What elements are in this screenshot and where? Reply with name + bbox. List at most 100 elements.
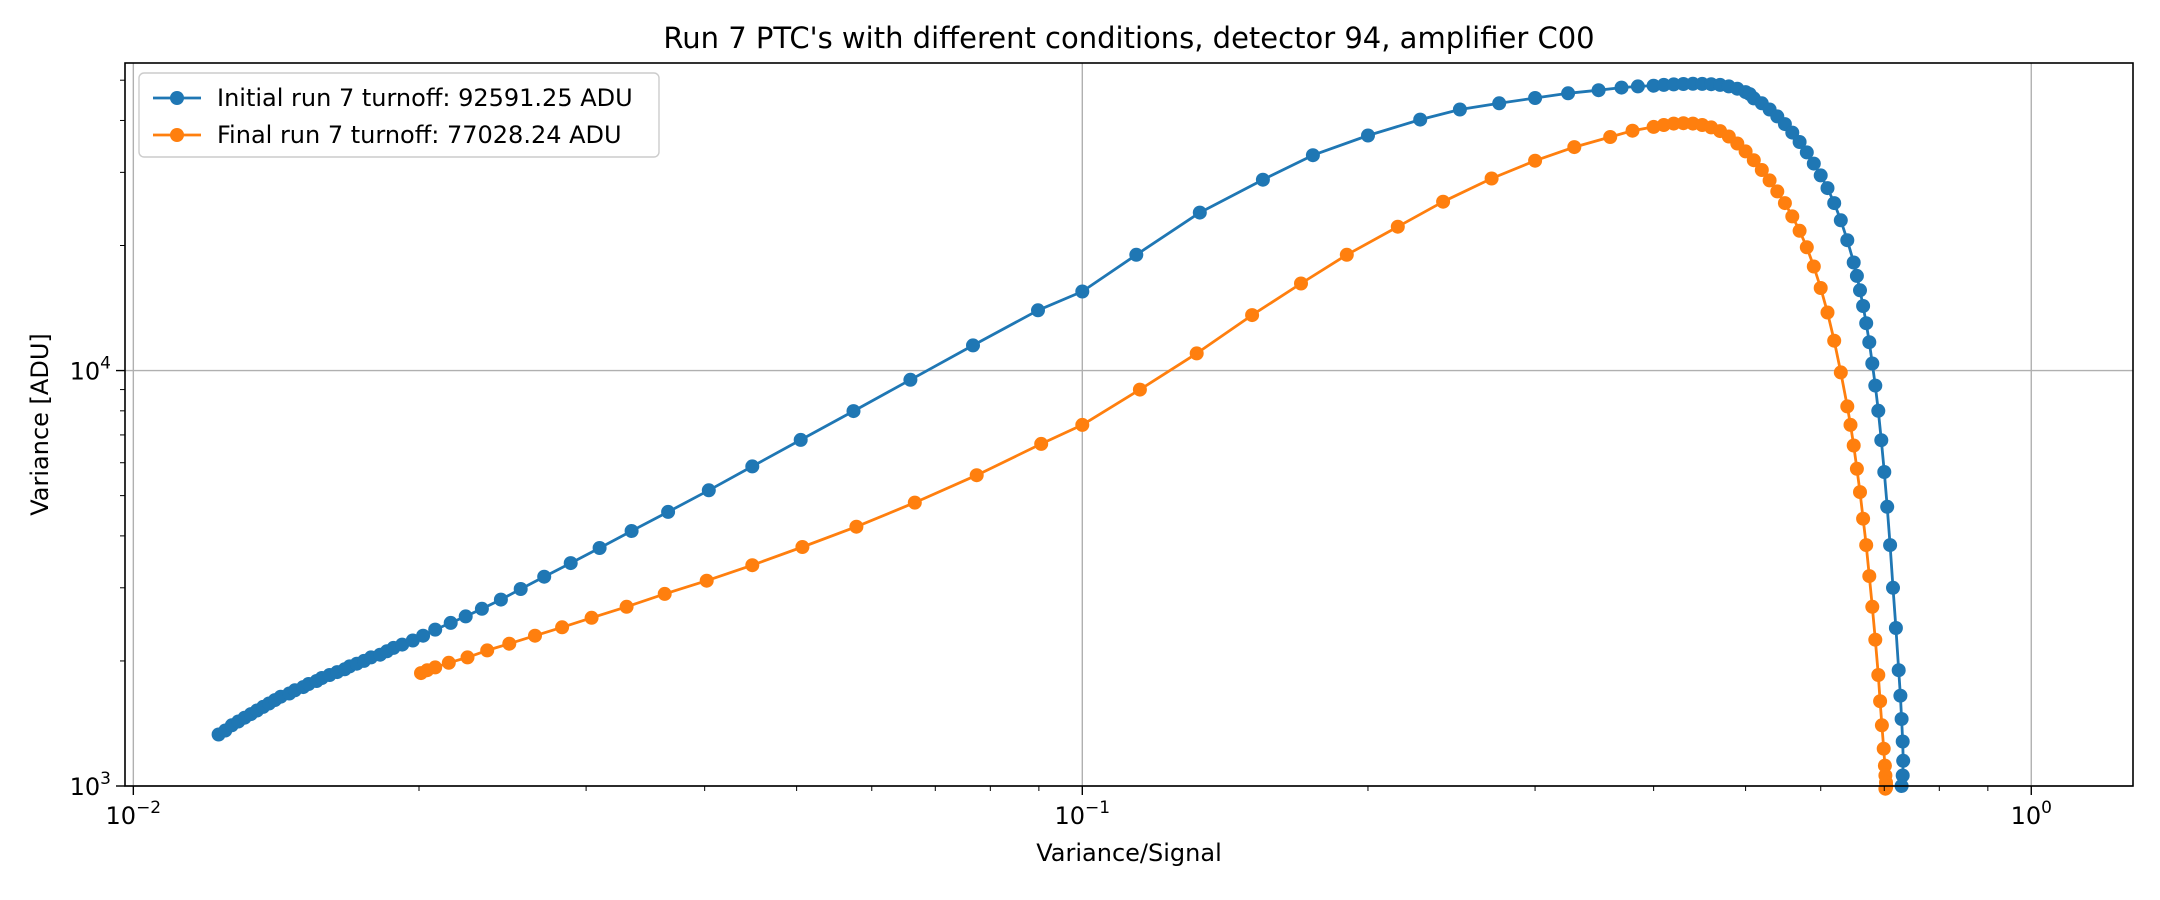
data-point	[849, 519, 864, 534]
data-point	[903, 372, 918, 387]
data-point	[1294, 276, 1308, 291]
data-point	[1895, 768, 1910, 783]
data-point	[1567, 140, 1582, 155]
data-point	[1813, 281, 1828, 295]
data-point	[1891, 663, 1906, 678]
data-point	[1856, 299, 1871, 313]
data-point	[395, 637, 410, 652]
data-point	[1883, 538, 1898, 553]
series-area	[211, 76, 1911, 796]
data-point	[1862, 335, 1877, 350]
data-point	[1792, 135, 1807, 149]
data-point	[460, 650, 475, 665]
data-point	[1840, 233, 1855, 248]
data-point	[1880, 499, 1895, 514]
legend-label-1: Final run 7 turnoff: 77028.24 ADU	[217, 121, 622, 149]
data-point	[1792, 223, 1807, 238]
data-point	[1876, 741, 1891, 756]
data-point	[480, 643, 495, 658]
data-point	[1762, 173, 1777, 188]
data-point	[1075, 417, 1090, 432]
data-point	[528, 628, 542, 643]
data-point	[1484, 171, 1499, 186]
data-point	[1245, 308, 1260, 323]
y-tick-label: 104	[70, 354, 111, 386]
data-point	[1859, 538, 1874, 553]
data-point	[1754, 163, 1769, 177]
data-point	[1878, 781, 1893, 796]
data-point	[701, 483, 716, 498]
data-point	[1656, 77, 1671, 92]
data-point	[1896, 753, 1911, 768]
data-point	[592, 541, 607, 555]
legend-marker-1	[170, 128, 184, 142]
data-point	[1806, 259, 1821, 274]
data-point	[1799, 145, 1814, 160]
data-point	[502, 636, 517, 651]
data-point	[699, 573, 714, 588]
data-point	[1871, 668, 1886, 682]
data-point	[1785, 125, 1800, 140]
data-point	[1770, 184, 1785, 199]
data-point	[1874, 433, 1889, 448]
data-point	[441, 655, 456, 670]
data-point	[1603, 130, 1618, 144]
data-point	[1528, 91, 1543, 105]
data-point	[1868, 378, 1883, 393]
chart-title: Run 7 PTC's with different conditions, d…	[663, 21, 1594, 55]
data-point	[1871, 403, 1886, 418]
data-point	[1031, 303, 1045, 318]
data-point	[1895, 734, 1910, 749]
data-point	[907, 495, 922, 510]
data-point	[1849, 461, 1864, 476]
data-point	[793, 432, 808, 447]
data-point	[1853, 485, 1867, 500]
data-point	[745, 459, 760, 474]
data-point	[1361, 128, 1375, 143]
data-point	[1877, 465, 1892, 479]
data-point	[1833, 213, 1848, 228]
data-point	[1849, 268, 1864, 283]
data-point	[1862, 569, 1877, 584]
data-point	[537, 569, 552, 584]
data-point	[1873, 694, 1888, 709]
data-point	[1738, 144, 1753, 159]
y-axis-label: Variance [ADU]	[26, 333, 54, 516]
axis-ticks: 10−2 10−1 100 103 104	[70, 79, 2052, 830]
data-point	[474, 601, 489, 616]
data-point	[1874, 718, 1889, 733]
data-point	[1034, 436, 1049, 451]
x-tick-label: 10−2	[106, 798, 162, 830]
x-tick-label: 10−1	[1054, 798, 1110, 830]
data-point	[1075, 284, 1090, 299]
data-point	[1894, 712, 1909, 726]
data-point	[1305, 148, 1320, 163]
data-point	[1591, 83, 1606, 98]
y-tick-label: 103	[70, 769, 111, 801]
data-point	[1813, 168, 1828, 183]
data-point	[1840, 399, 1855, 414]
data-point	[1859, 316, 1874, 331]
data-point	[745, 558, 760, 573]
data-point	[1833, 365, 1848, 380]
data-point	[1189, 346, 1204, 361]
data-point	[1799, 240, 1814, 255]
data-point	[1452, 102, 1467, 117]
data-point	[458, 609, 473, 624]
data-point	[1846, 255, 1861, 270]
data-point	[1886, 580, 1900, 595]
data-point	[1390, 219, 1405, 234]
data-point	[1846, 438, 1861, 453]
data-point	[416, 628, 431, 643]
data-point	[624, 524, 639, 538]
data-point	[1865, 599, 1880, 614]
data-point	[1806, 156, 1821, 171]
data-point	[969, 468, 984, 483]
data-point	[1630, 79, 1645, 94]
data-point	[1646, 78, 1661, 93]
data-point	[513, 582, 528, 596]
data-point	[657, 586, 672, 601]
data-point	[1868, 632, 1883, 647]
x-axis-label: Variance/Signal	[1036, 839, 1221, 867]
